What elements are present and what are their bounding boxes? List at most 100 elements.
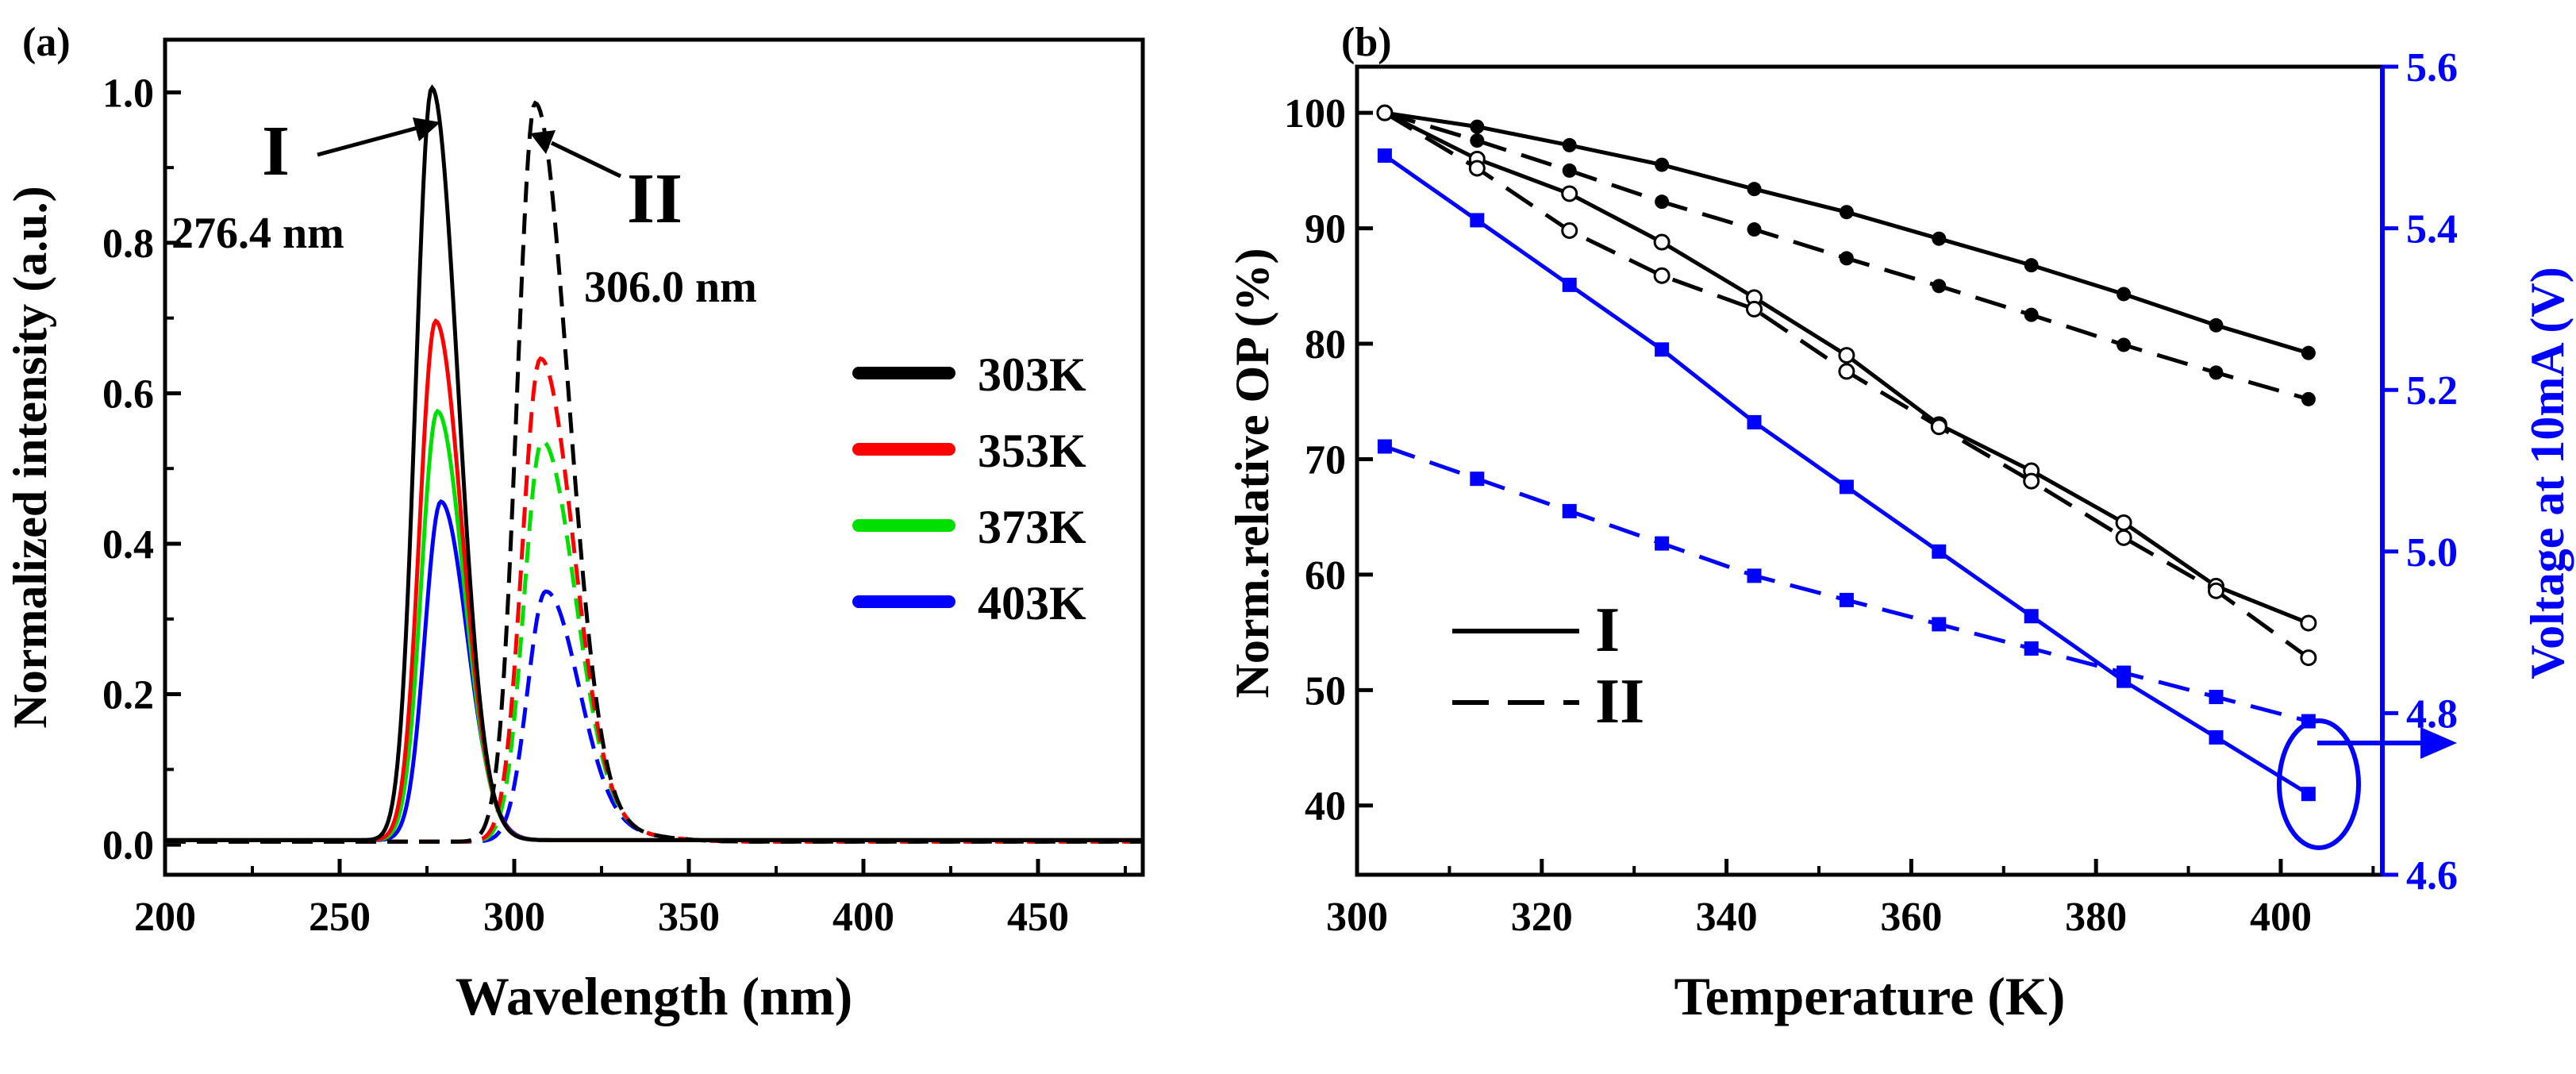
b-marker-OP II (open) — [2023, 472, 2040, 490]
legend-I-label: I — [1595, 595, 1620, 665]
panel-b-xlabel: Temperature (K) — [1674, 966, 2066, 1026]
annotation-I-arrowhead — [413, 117, 440, 141]
b-marker-Voltage I — [2209, 729, 2224, 745]
b-marker-Voltage II — [2117, 665, 2132, 680]
b-marker-OP II (open) — [1930, 418, 1947, 436]
b-marker-OP II (filled) — [1932, 279, 1947, 294]
b-marker-OP II (open) — [2207, 582, 2224, 599]
b-marker-OP I (filled) — [1839, 205, 1854, 220]
b-marker-OP II (open) — [1561, 222, 1578, 240]
b-ytick-label: 90 — [1305, 207, 1346, 252]
b-marker-Voltage I — [1377, 148, 1392, 163]
b-ytick-label: 100 — [1284, 91, 1346, 137]
a-ytick-label: 0.6 — [102, 371, 154, 417]
b-marker-Voltage II — [2209, 690, 2224, 705]
b-marker-Voltage I — [1747, 414, 1762, 429]
b-marker-OP II (filled) — [1655, 194, 1670, 210]
annotation-I-wavelength: 276.4 nm — [171, 209, 344, 258]
axis-pointer-arrowhead — [2420, 727, 2457, 759]
b-marker-OP I (filled) — [1747, 182, 1762, 197]
a-legend-label-303K: 303K — [978, 348, 1086, 401]
annotation-II-arrow — [550, 141, 622, 179]
a-xtick-label: 250 — [309, 895, 371, 940]
b-ytick-label: 50 — [1305, 668, 1346, 714]
b-marker-Voltage I — [2024, 609, 2039, 624]
a-curve-II-303K — [165, 100, 1143, 844]
b-marker-OP II (filled) — [1839, 251, 1854, 266]
a-ytick-label: 0.4 — [102, 522, 154, 568]
panel-a-legend: 303K 353K 373K 403K — [852, 348, 1086, 629]
legend-II-label: II — [1595, 667, 1644, 737]
b-marker-OP I (open) — [2300, 614, 2317, 632]
panel-b-label: (b) — [1341, 20, 1392, 65]
b-marker-OP I (open) — [1561, 185, 1578, 202]
b-xtick-label: 360 — [1880, 895, 1942, 940]
b-marker-Voltage II — [1470, 472, 1485, 487]
b-marker-OP I (filled) — [2209, 318, 2224, 333]
a-xtick-label: 300 — [483, 895, 545, 940]
a-legend-label-403K: 403K — [978, 577, 1086, 629]
b-y2tick-label: 5.4 — [2406, 207, 2458, 252]
b-y2tick-label: 5.0 — [2406, 530, 2458, 575]
panel-a-xlabel: Wavelength (nm) — [456, 966, 853, 1026]
panel-a-ticks: 200 250 300 350 400 450 0.0 0.2 0.4 0.6 0.8 1.0 — [102, 71, 1127, 940]
b-marker-Voltage II — [1562, 503, 1577, 518]
b-marker-OP I (filled) — [2117, 287, 2132, 302]
b-line-OP II (open) — [1383, 111, 2310, 660]
b-marker-OP II (filled) — [2024, 307, 2039, 322]
b-marker-OP II (filled) — [1470, 133, 1485, 148]
b-ytick-label: 70 — [1305, 437, 1346, 483]
b-marker-Voltage I — [1932, 544, 1947, 559]
b-marker-OP I (open) — [2115, 514, 2132, 531]
b-y2tick-label: 5.6 — [2406, 45, 2458, 90]
b-marker-OP I (filled) — [2301, 345, 2316, 360]
a-xtick-label: 400 — [832, 895, 894, 940]
b-marker-OP I (open) — [1653, 233, 1671, 251]
b-marker-OP I (filled) — [2024, 258, 2039, 273]
a-xtick-label: 450 — [1007, 895, 1069, 940]
b-marker-Voltage II — [1747, 568, 1762, 583]
b-ytick-label: 80 — [1305, 322, 1346, 368]
b-marker-Voltage I — [2301, 787, 2316, 802]
a-ytick-label: 0.8 — [102, 221, 154, 267]
a-xtick-label: 350 — [658, 895, 720, 940]
panel-a: (a) 200 250 300 350 400 450 0.0 0.2 0.4 0.6 0.8 1.0… — [4, 20, 1145, 1026]
b-marker-Voltage II — [1655, 536, 1670, 551]
a-legend-label-353K: 353K — [978, 425, 1086, 477]
panel-b: (b) 300 320 340 360 380 400 40 50 60 70 80 90 100 4.6… — [1226, 20, 2574, 1026]
b-xtick-label: 320 — [1511, 895, 1573, 940]
b-marker-OP I (open) — [1838, 347, 1855, 364]
b-xtick-label: 400 — [2250, 895, 2312, 940]
annotation-I-arrow — [317, 125, 421, 157]
a-ytick-label: 0.2 — [102, 673, 154, 718]
b-marker-OP II (open) — [1653, 267, 1671, 284]
b-marker-Voltage I — [1655, 342, 1670, 357]
panel-b-y2label: Voltage at 10mA (V) — [2521, 267, 2574, 679]
b-xtick-label: 380 — [2065, 895, 2127, 940]
b-marker-OP I (filled) — [1562, 137, 1577, 152]
annotation-II-wavelength: 306.0 nm — [584, 263, 757, 312]
b-marker-OP II (open) — [1746, 300, 1763, 318]
b-marker-OP II (filled) — [2209, 365, 2224, 380]
panel-b-ylabel: Norm.relative OP (%) — [1226, 248, 1278, 698]
b-marker-OP I (filled) — [1932, 231, 1947, 246]
panel-a-label: (a) — [22, 20, 71, 65]
b-marker-OP II (filled) — [1747, 222, 1762, 237]
b-marker-OP I (filled) — [1470, 119, 1485, 134]
a-xtick-label: 200 — [134, 895, 196, 940]
b-xtick-label: 340 — [1696, 895, 1758, 940]
annotation-II-label: II — [627, 160, 682, 238]
b-marker-Voltage I — [1470, 213, 1485, 228]
b-marker-Voltage II — [1377, 439, 1392, 454]
annotation-I-label: I — [262, 112, 290, 191]
b-marker-Voltage II — [1932, 617, 1947, 632]
a-ytick-label: 1.0 — [102, 71, 154, 116]
a-ytick-label: 0.0 — [102, 823, 154, 868]
highlight-ellipse — [2277, 718, 2361, 850]
b-y2tick-label: 4.6 — [2406, 853, 2458, 899]
b-marker-OP II (filled) — [1562, 163, 1577, 178]
b-marker-OP II (open) — [1376, 104, 1394, 121]
a-legend-label-373K: 373K — [978, 501, 1086, 553]
b-marker-OP I (filled) — [1655, 157, 1670, 172]
